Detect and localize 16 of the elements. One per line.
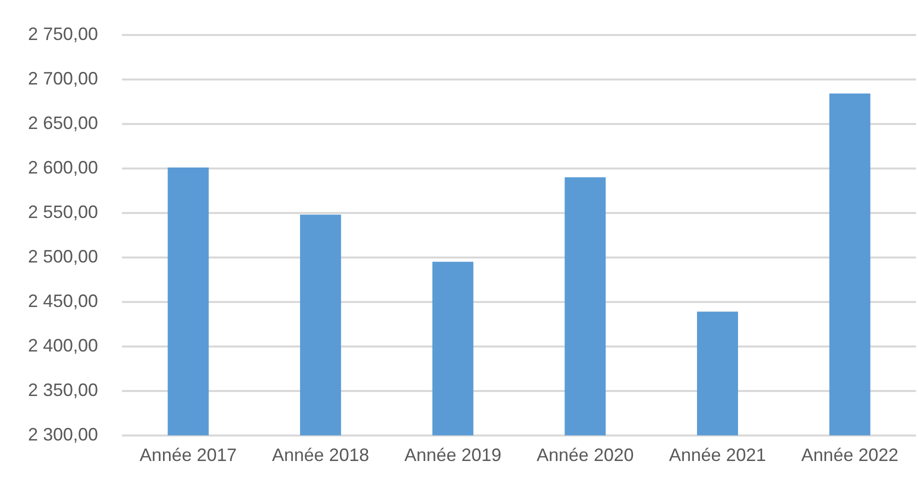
- y-tick-label: 2 550,00: [28, 202, 98, 222]
- x-tick-label: Année 2017: [140, 445, 237, 466]
- y-tick-label: 2 700,00: [28, 68, 98, 88]
- x-tick-label: Année 2020: [536, 445, 634, 466]
- x-tick-label: Année 2022: [801, 445, 898, 466]
- x-tick-label: Année 2021: [668, 445, 766, 466]
- y-tick-label: 2 450,00: [28, 290, 98, 311]
- y-tick-label: 2 400,00: [28, 335, 98, 356]
- y-tick-label: 2 600,00: [28, 157, 98, 178]
- x-tick-label: Année 2019: [404, 445, 502, 466]
- y-tick-label: 2 650,00: [28, 112, 98, 133]
- y-tick-label: 2 350,00: [28, 380, 98, 400]
- x-tick-label: Année 2018: [272, 445, 370, 466]
- y-tick-label: 2 500,00: [28, 246, 98, 266]
- y-tick-label: 2 750,00: [28, 24, 98, 44]
- y-tick-label: 2 300,00: [28, 424, 98, 444]
